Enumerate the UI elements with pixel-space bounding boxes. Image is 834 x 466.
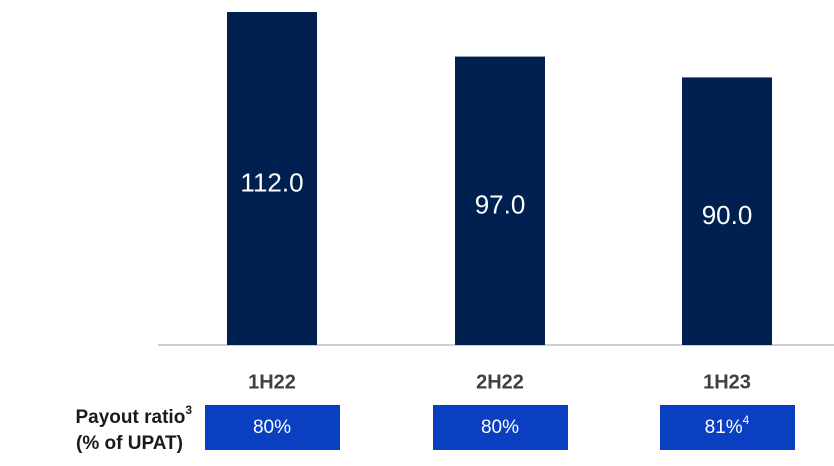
payout-box — [660, 405, 795, 450]
payout-value: 80% — [481, 417, 519, 438]
payout-sublabel: (% of UPAT) — [76, 433, 183, 454]
value-label: 97.0 — [475, 190, 526, 220]
payout-value-text: 80% — [481, 417, 519, 438]
x-tick-label: 1H22 — [248, 371, 296, 393]
payout-value-text: 81% — [705, 417, 743, 438]
value-label: 90.0 — [702, 200, 753, 230]
value-label: 112.0 — [240, 167, 303, 197]
payout-value: 80% — [253, 417, 291, 438]
x-tick-label: 2H22 — [476, 371, 524, 393]
payout-box — [205, 405, 340, 450]
x-tick-label: 1H23 — [703, 371, 751, 393]
bar — [227, 12, 317, 345]
payout-note: 4 — [743, 413, 750, 427]
payout-value: 81%4 — [705, 413, 750, 438]
bar — [455, 56, 545, 346]
payout-box — [433, 405, 568, 450]
payout-label: Payout ratio3 — [76, 403, 193, 428]
payout-value-text: 80% — [253, 417, 291, 438]
bar — [682, 77, 772, 346]
